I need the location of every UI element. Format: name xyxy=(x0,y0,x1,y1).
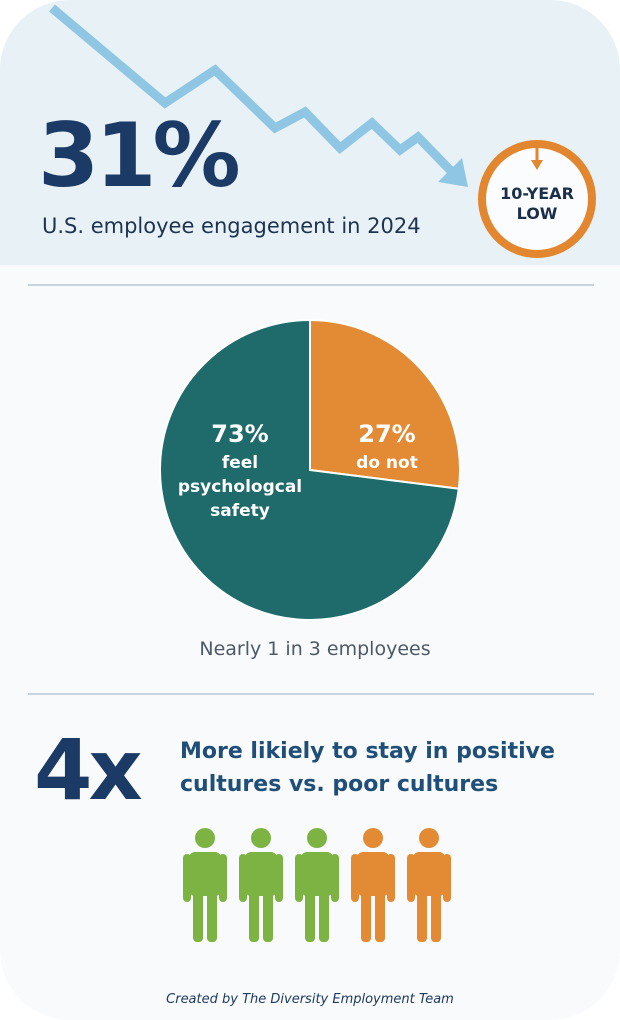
down-arrow-icon xyxy=(531,146,543,170)
badge-line-2: LOW xyxy=(516,204,558,223)
divider xyxy=(28,284,594,286)
pie-label-text: feel xyxy=(222,453,258,473)
retention-line-2: cultures vs. poor cultures xyxy=(180,772,499,797)
person-icon xyxy=(239,828,283,942)
pie-label-text: psychologcal xyxy=(178,477,302,497)
divider xyxy=(28,693,594,695)
pie-label-text: safety xyxy=(210,501,270,521)
engagement-subtitle: U.S. employee engagement in 2024 xyxy=(42,214,421,238)
pie-label-percent: 73% xyxy=(211,420,268,448)
pie-label-text: do not xyxy=(356,453,418,473)
retention-text: More likiely to stay in positive culture… xyxy=(180,735,555,801)
psychological-safety-pie-chart: 73% feel psychologcal safety 27% do not xyxy=(159,318,461,621)
engagement-panel: 31% U.S. employee engagement in 2024 10-… xyxy=(0,0,620,265)
pie-slice-safe xyxy=(159,318,460,621)
person-icon xyxy=(183,828,227,942)
people-icons xyxy=(183,828,451,942)
declining-trend-line-icon xyxy=(49,4,468,187)
person-icon xyxy=(407,828,451,942)
person-icon xyxy=(351,828,395,942)
pie-caption: Nearly 1 in 3 employees xyxy=(199,638,431,660)
pie-label-percent: 27% xyxy=(358,420,415,448)
badge-line-1: 10-YEAR xyxy=(500,184,574,203)
retention-multiplier: 4x xyxy=(34,721,143,819)
footer-credit: Created by The Diversity Employment Team xyxy=(166,992,454,1007)
person-icon xyxy=(295,828,339,942)
ten-year-low-badge: 10-YEAR LOW xyxy=(478,140,596,258)
pie-slice-not-safe xyxy=(309,318,461,490)
retention-line-1: More likiely to stay in positive xyxy=(180,739,555,764)
engagement-stat: 31% xyxy=(38,104,241,207)
